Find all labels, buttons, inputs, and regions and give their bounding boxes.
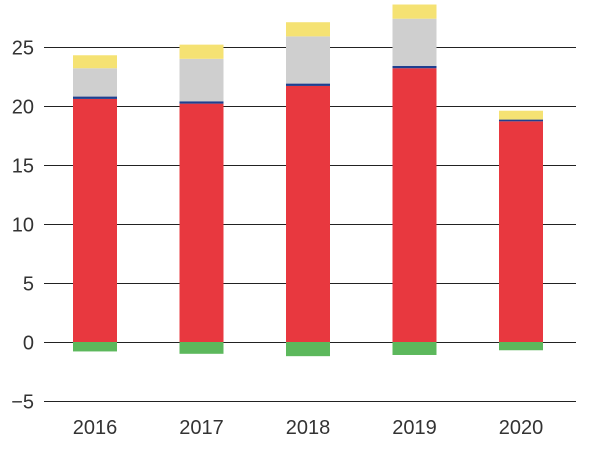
bar-2019-series-2 xyxy=(392,65,437,69)
x-tick-label: 2020 xyxy=(499,417,544,439)
x-tick-label: 2017 xyxy=(179,417,224,439)
bar-2020-series-2 xyxy=(499,119,543,122)
bar-2019-series-0 xyxy=(392,342,437,355)
bar-2018-series-4 xyxy=(286,22,330,37)
y-tick-label: 0 xyxy=(23,333,34,355)
y-tick-label: 25 xyxy=(12,38,34,60)
x-axis-tick-labels: 2016 2017 2018 2019 2020 xyxy=(73,417,544,439)
y-axis-tick-labels: −5 0 5 10 15 20 25 xyxy=(11,38,34,414)
bar-2017-series-1 xyxy=(179,103,224,342)
bar-2018-series-2 xyxy=(286,83,330,86)
bars xyxy=(73,4,543,357)
y-tick-label: 10 xyxy=(12,215,34,237)
bar-2017-series-3 xyxy=(179,58,224,102)
y-tick-label: 15 xyxy=(12,156,34,178)
bar-2016-series-0 xyxy=(73,342,117,352)
x-tick-label: 2018 xyxy=(286,417,331,439)
bar-2020-series-1 xyxy=(499,121,543,342)
bar-2017-series-0 xyxy=(179,342,224,354)
bar-2016-series-3 xyxy=(73,68,117,97)
bar-2018-series-0 xyxy=(286,342,330,357)
bar-2019-series-4 xyxy=(392,4,437,19)
y-tick-label: 20 xyxy=(12,97,34,119)
y-tick-label: 5 xyxy=(23,274,34,296)
bar-2017-series-2 xyxy=(179,101,224,104)
bar-2020-series-0 xyxy=(499,342,543,351)
bar-2020-series-4 xyxy=(499,110,543,120)
bar-2017-series-4 xyxy=(179,44,224,59)
bar-2018-series-3 xyxy=(286,36,330,84)
x-tick-label: 2019 xyxy=(392,417,437,439)
bar-2018-series-1 xyxy=(286,85,330,342)
bar-2019-series-3 xyxy=(392,18,437,66)
bar-2019-series-1 xyxy=(392,68,437,343)
y-tick-label: −5 xyxy=(11,392,34,414)
bar-2016-series-4 xyxy=(73,55,117,69)
x-tick-label: 2016 xyxy=(73,417,118,439)
bar-2016-series-2 xyxy=(73,96,117,99)
bar-2016-series-1 xyxy=(73,98,117,342)
